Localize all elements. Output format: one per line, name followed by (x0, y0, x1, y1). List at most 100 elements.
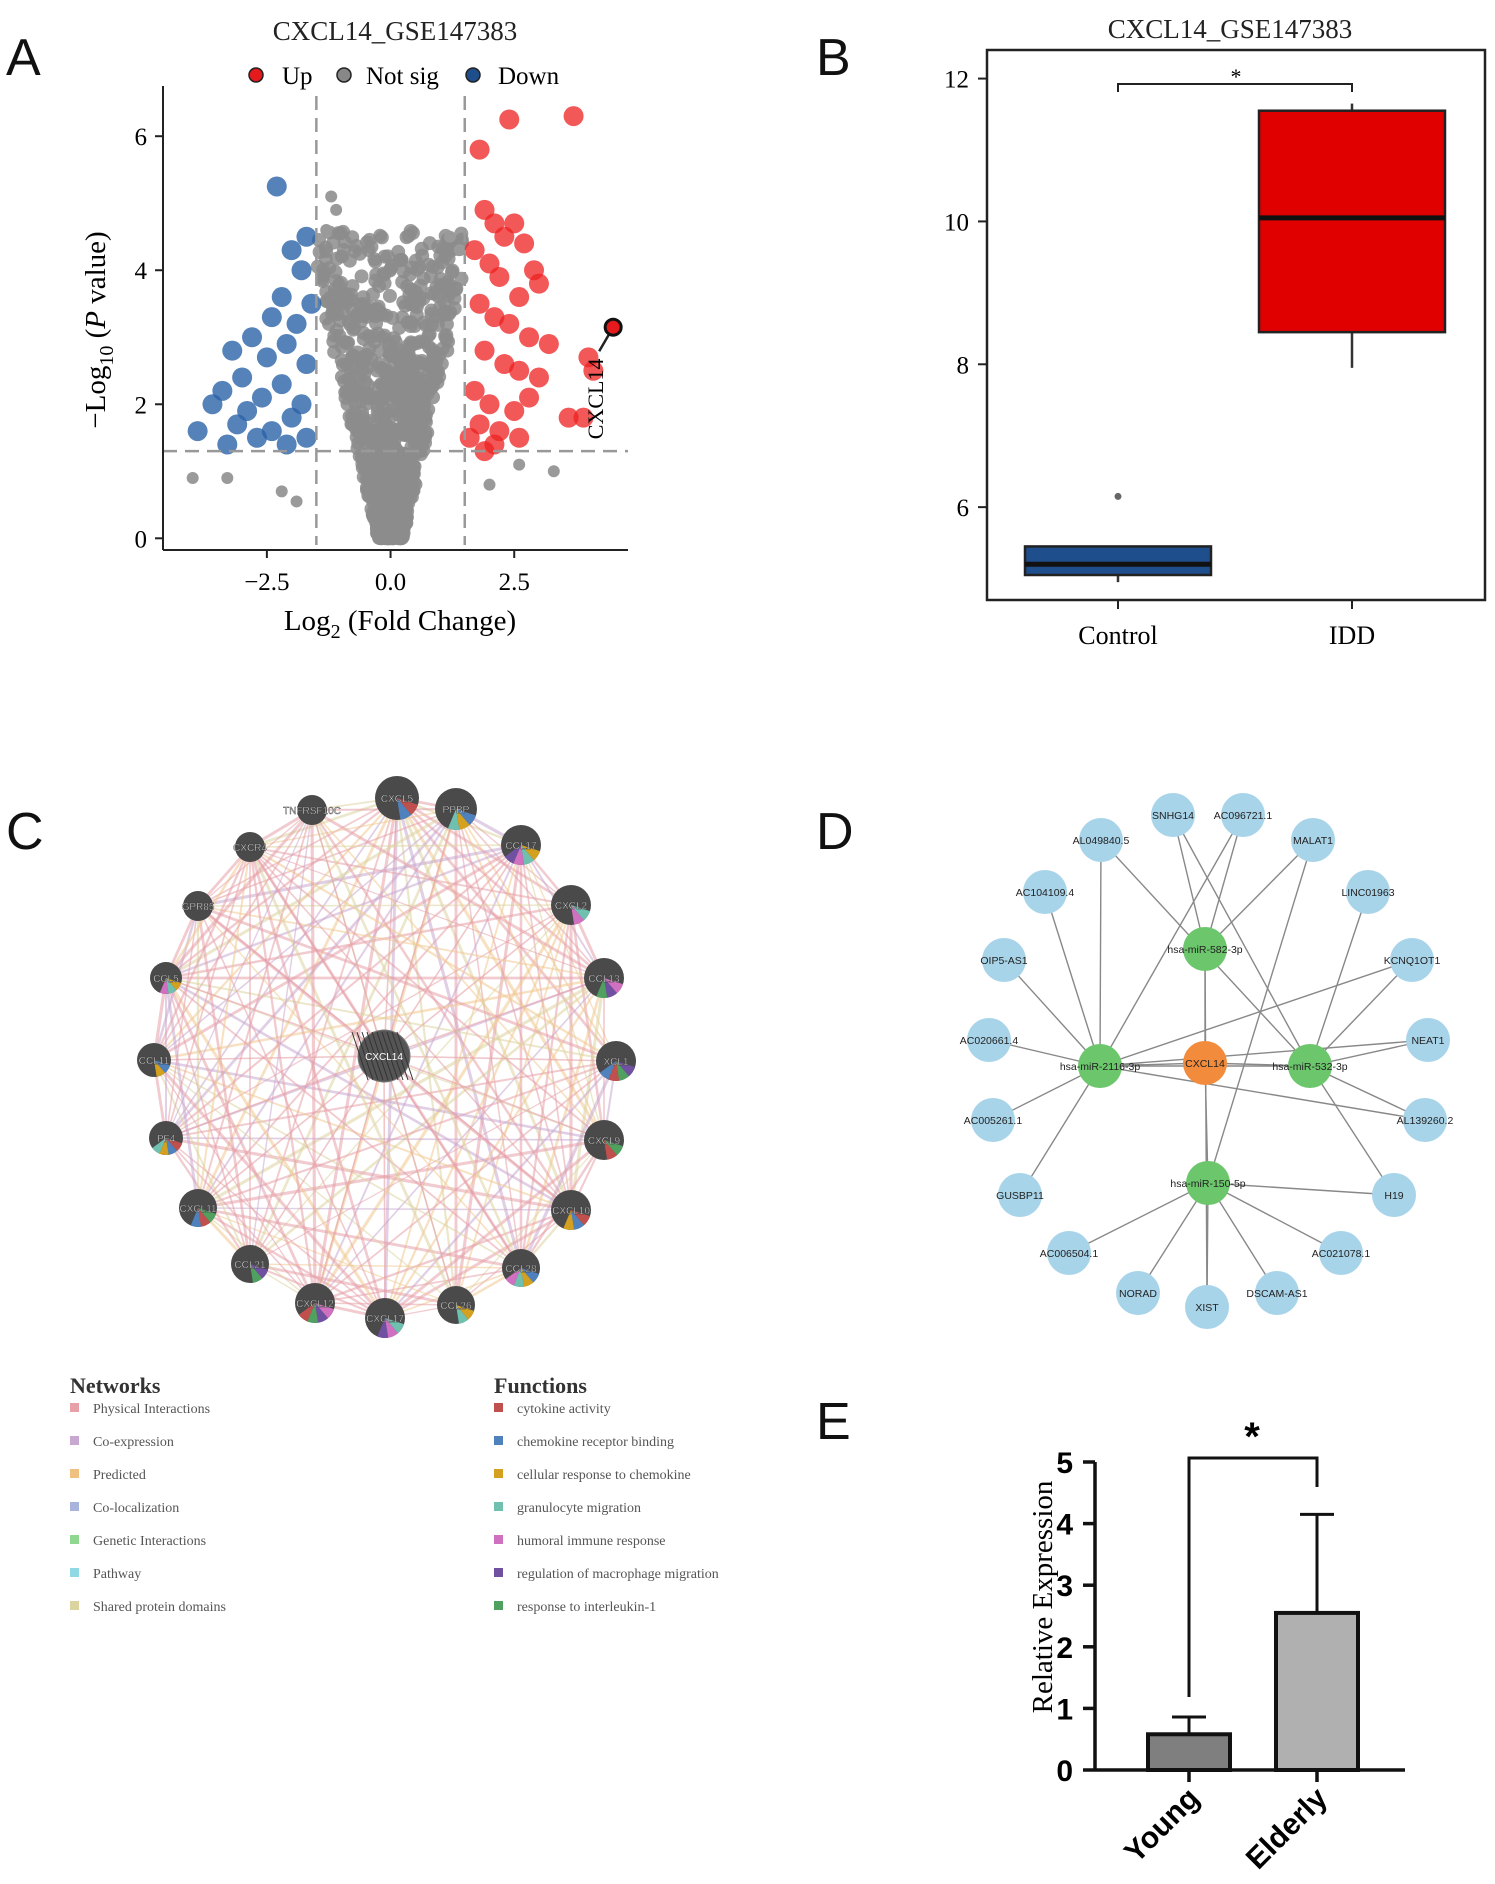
notsig-point (398, 497, 413, 512)
notsig-point (433, 300, 448, 315)
notsig-point (386, 506, 401, 521)
notsig-point (401, 228, 416, 243)
notsig-point (383, 520, 398, 535)
notsig-point (341, 372, 356, 387)
notsig-point (454, 271, 469, 286)
network-edge (196, 797, 399, 1209)
network-edge (153, 1058, 605, 1142)
notsig-point (358, 350, 373, 365)
notsig-point (420, 386, 435, 401)
network-edge (313, 904, 573, 1304)
notsig-point (354, 394, 369, 409)
notsig-point (353, 314, 368, 329)
notsig-point (380, 464, 395, 479)
notsig-point (406, 290, 421, 305)
notsig-point (361, 329, 376, 344)
notsig-point (398, 497, 413, 512)
notsig-point (353, 352, 368, 367)
notsig-point (400, 449, 415, 464)
boxplot-outlier (1114, 492, 1122, 500)
notsig-point (394, 252, 409, 267)
notsig-point (374, 515, 389, 530)
notsig-point (402, 375, 417, 390)
notsig-point (413, 371, 428, 386)
notsig-point (359, 309, 374, 324)
notsig-point (399, 510, 414, 525)
notsig-point (345, 348, 360, 363)
network-type-label: Physical Interactions (93, 1402, 210, 1417)
notsig-point (400, 415, 415, 430)
notsig-point (334, 353, 349, 368)
cerna-edge (1099, 1062, 1206, 1067)
notsig-point (382, 511, 397, 526)
notsig-point (319, 294, 334, 309)
notsig-point (395, 457, 410, 472)
notsig-point (419, 373, 434, 388)
notsig-point (348, 405, 363, 420)
network-edge (455, 808, 605, 979)
notsig-point (416, 386, 431, 401)
up-point (474, 340, 495, 361)
notsig-point (406, 483, 421, 498)
notsig-point (406, 466, 421, 481)
notsig-point (395, 479, 410, 494)
notsig-point (399, 497, 414, 512)
network-edge (197, 1207, 457, 1306)
notsig-point (389, 530, 404, 545)
notsig-point (338, 287, 353, 302)
notsig-point (385, 310, 400, 325)
down-point (237, 400, 258, 421)
notsig-point (401, 348, 416, 363)
notsig-point (368, 460, 383, 475)
notsig-point (377, 521, 392, 536)
notsig-point (327, 287, 342, 302)
notsig-point (383, 346, 398, 361)
notsig-point (380, 366, 395, 381)
notsig-point (444, 243, 459, 258)
notsig-point (377, 485, 392, 500)
notsig-point (388, 447, 403, 462)
down-point (261, 421, 282, 442)
notsig-point (329, 251, 344, 266)
notsig-point (424, 269, 439, 284)
down-point (301, 293, 322, 314)
notsig-point (362, 489, 377, 504)
notsig-point (400, 379, 415, 394)
bar-chart-y-tick-label: 4 (1056, 1509, 1073, 1542)
notsig-point (386, 428, 401, 443)
down-point (291, 260, 312, 281)
function-swatch (494, 1403, 503, 1412)
notsig-point (391, 531, 406, 546)
notsig-point (395, 454, 410, 469)
notsig-point (438, 329, 453, 344)
bar-chart-y-tick-label: 5 (1056, 1447, 1073, 1480)
network-node-function-slice (377, 1318, 389, 1338)
network-node-function-slice (521, 1268, 534, 1287)
network-node-function-slice (608, 1061, 620, 1081)
cerna-edge (1172, 814, 1206, 950)
notsig-point (371, 528, 386, 543)
network-edge (165, 1137, 386, 1319)
notsig-point (428, 372, 443, 387)
cerna-edge (1309, 959, 1413, 1067)
notsig-point (407, 406, 422, 421)
cerna-edge (1099, 1039, 1429, 1067)
network-node-label: GPR85 (182, 902, 215, 913)
notsig-point (393, 519, 408, 534)
notsig-point (390, 530, 405, 545)
notsig-point (398, 403, 413, 418)
boxplot-y-tick-label: 8 (957, 352, 970, 379)
network-node-label: CCL13 (588, 974, 620, 985)
down-point (187, 421, 208, 442)
notsig-point (439, 332, 454, 347)
network-edge (602, 1060, 618, 1141)
notsig-point (396, 264, 411, 279)
notsig-point (376, 527, 391, 542)
notsig-point (415, 248, 430, 263)
notsig-point (319, 244, 334, 259)
notsig-point (389, 523, 404, 538)
network-edge (455, 904, 572, 1306)
notsig-point (387, 521, 402, 536)
bar-chart-content: 0 1 2 3 4 5 Young Elderly (1056, 1447, 1405, 1876)
